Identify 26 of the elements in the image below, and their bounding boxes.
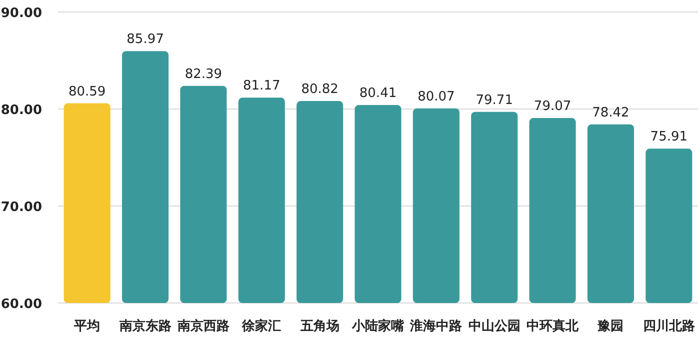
data-label: 75.91: [650, 130, 688, 145]
x-tick-label: 中山公园: [468, 319, 520, 334]
data-label: 79.07: [534, 99, 572, 114]
x-tick-label: 南京西路: [176, 318, 230, 334]
x-tick-label: 五角场: [299, 319, 340, 334]
x-tick-label: 四川北路: [642, 319, 695, 334]
y-tick-label: 80.00: [0, 103, 42, 118]
y-tick-label: 90.00: [0, 6, 42, 21]
x-tick-label: 南京东路: [118, 318, 172, 334]
data-label: 80.82: [301, 82, 338, 98]
data-label: 80.59: [68, 84, 106, 100]
data-label: 78.42: [592, 105, 630, 120]
data-label: 80.41: [359, 86, 397, 102]
x-tick-label: 淮海中路: [409, 318, 462, 334]
data-label: 82.39: [184, 66, 222, 82]
x-tick-label: 徐家汇: [241, 318, 282, 334]
data-label: 81.17: [243, 78, 280, 94]
y-tick-label: 60.00: [0, 297, 42, 312]
x-tick-label: 平均: [73, 319, 100, 334]
data-label: 85.97: [126, 32, 164, 48]
x-tick-label: 小陆家嘴: [351, 318, 405, 334]
y-tick-label: 70.00: [0, 200, 42, 215]
data-label: 79.71: [476, 92, 513, 108]
x-tick-label: 中环真北: [526, 319, 580, 334]
x-tick-label: 豫园: [598, 319, 624, 334]
data-label: 80.07: [418, 89, 455, 104]
